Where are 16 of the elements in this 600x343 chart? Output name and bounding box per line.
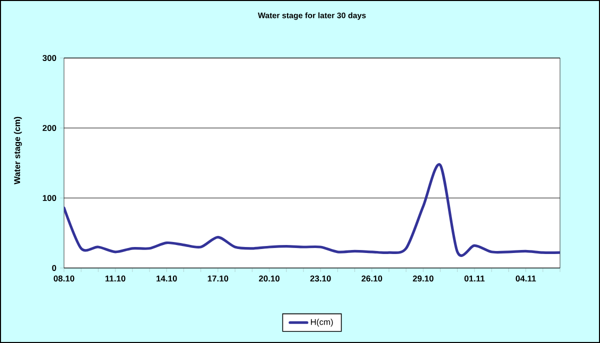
x-tick-label: 04.11	[516, 276, 536, 282]
x-tick-label: 01.11	[464, 276, 485, 282]
x-tick-label: 11.10	[105, 276, 126, 282]
x-tick-label: 14.10	[156, 276, 177, 282]
x-tick-label: 17.10	[208, 276, 228, 282]
x-tick-label: 08.10	[54, 276, 74, 282]
y-tick-label: 100	[42, 195, 56, 201]
x-tick-label: 29.10	[412, 276, 434, 282]
y-tick-label: 200	[42, 125, 56, 131]
x-tick-label: 23.10	[310, 276, 331, 282]
x-tick-label: 26.10	[362, 276, 382, 282]
y-axis-title: Water stage (cm)	[14, 116, 22, 184]
x-tick-label: 20.10	[258, 276, 280, 282]
legend-label: H(cm)	[310, 318, 333, 327]
y-tick-label: 300	[42, 55, 56, 61]
y-tick-label: 0	[52, 265, 56, 271]
